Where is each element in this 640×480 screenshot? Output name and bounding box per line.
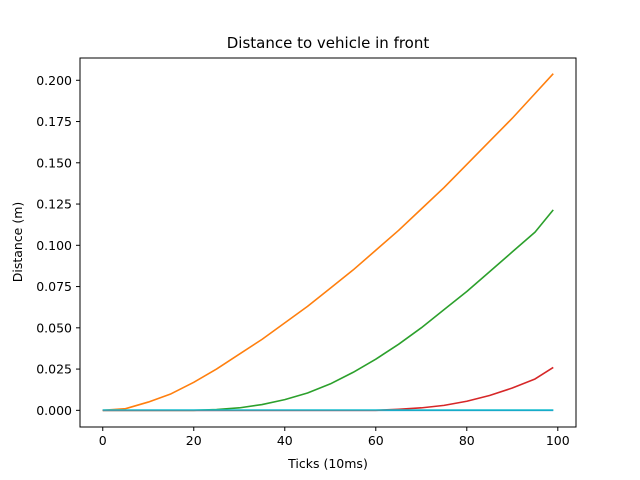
- y-tick-label: 0.050: [36, 320, 72, 335]
- y-tick-label: 0.125: [36, 197, 72, 212]
- y-tick-label: 0.100: [36, 238, 72, 253]
- x-axis-label: Ticks (10ms): [287, 456, 368, 471]
- series-line-2: [102, 73, 554, 412]
- x-tick-label: 20: [186, 433, 202, 448]
- x-tick-label: 80: [459, 433, 475, 448]
- plot-area: [102, 73, 554, 412]
- y-axis: 0.000 0.025 0.050 0.075 0.100 0.125 0.150 0.175…: [36, 73, 80, 418]
- x-axis: 0 20 40 60 80 100: [99, 427, 570, 448]
- x-tick-label: 0: [99, 433, 107, 448]
- plot-frame: [79, 57, 577, 428]
- y-tick-label: 0.025: [36, 362, 72, 377]
- x-tick-label: 60: [368, 433, 384, 448]
- chart-title: Distance to vehicle in front: [227, 34, 430, 52]
- series-line-3: [102, 209, 554, 412]
- x-tick-label: 100: [546, 433, 570, 448]
- x-tick-label: 40: [277, 433, 293, 448]
- y-tick-label: 0.175: [36, 114, 72, 129]
- y-tick-label: 0.150: [36, 155, 72, 170]
- y-tick-label: 0.075: [36, 279, 72, 294]
- y-tick-label: 0.200: [36, 73, 72, 88]
- y-axis-label: Distance (m): [10, 202, 25, 283]
- y-tick-label: 0.000: [36, 403, 72, 418]
